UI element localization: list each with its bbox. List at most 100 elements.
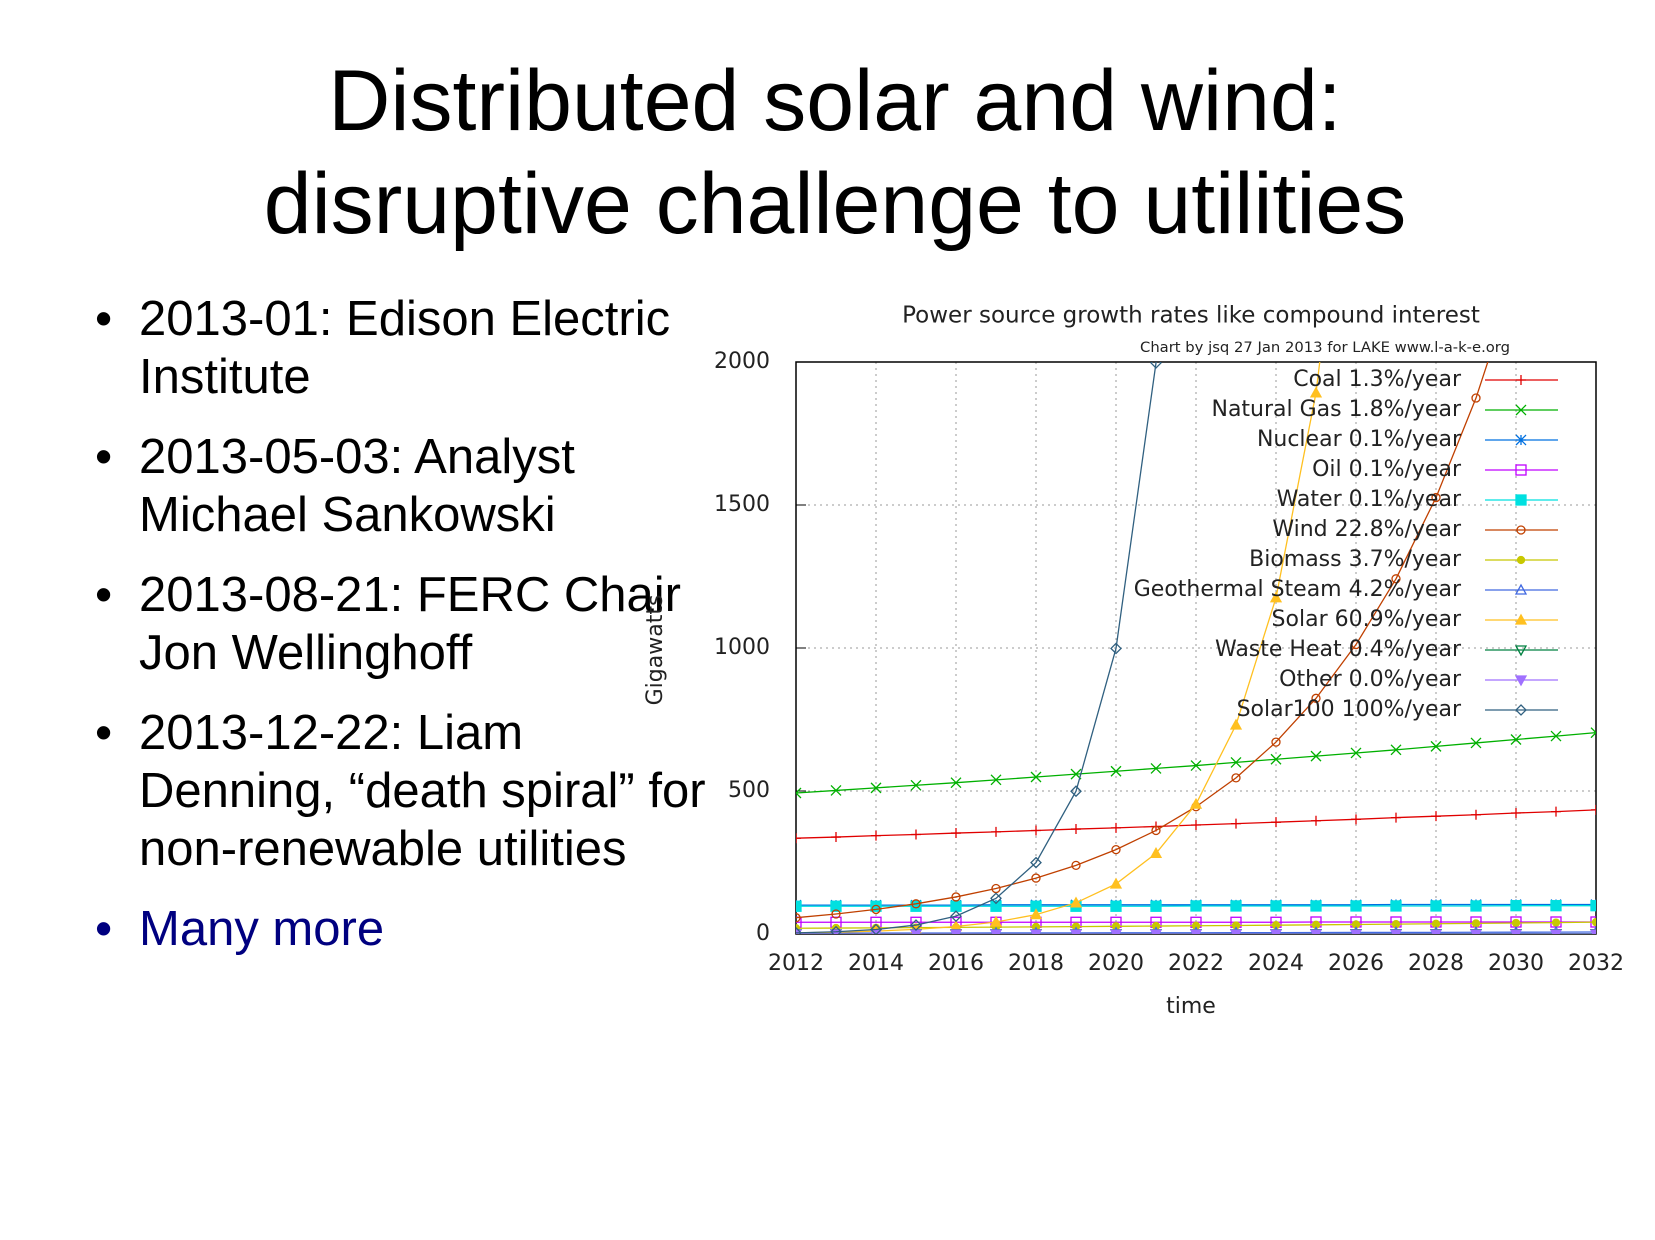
x-tick-label: 2032 [1568, 951, 1624, 976]
legend-label: Natural Gas 1.8%/year [1211, 397, 1461, 422]
marker [830, 784, 842, 796]
marker [1230, 900, 1242, 912]
marker [1189, 929, 1203, 934]
series-line [796, 362, 1157, 934]
marker [1311, 693, 1321, 703]
marker [796, 833, 801, 844]
marker [1470, 900, 1482, 912]
marker [1551, 806, 1561, 817]
chart-subtitle: Chart by jsq 27 Jan 2013 for LAKE www.l-… [1140, 340, 1510, 356]
marker [1190, 760, 1202, 772]
marker [1150, 900, 1162, 912]
marker [1311, 815, 1321, 826]
marker [1151, 825, 1161, 836]
marker [1350, 900, 1362, 912]
marker [1470, 737, 1482, 749]
legend-label: Other 0.0%/year [1279, 667, 1462, 692]
marker [1110, 765, 1122, 777]
y-tick-label: 1500 [714, 492, 770, 517]
marker [870, 923, 882, 934]
bullet: 2013-05-03: Analyst Michael Sankowski [95, 428, 719, 544]
marker [1471, 809, 1481, 820]
bullet: 2013-08-21: FERC Chair Jon Wellinghoff [95, 566, 719, 682]
legend-label: Solar 60.9%/year [1272, 607, 1462, 632]
marker [1515, 434, 1527, 446]
title-line: disruptive challenge to utilities [263, 156, 1407, 252]
marker [950, 900, 962, 912]
marker [1430, 900, 1442, 912]
marker [871, 830, 881, 841]
marker [1149, 847, 1163, 858]
marker [1590, 727, 1596, 739]
legend-label: Geothermal Steam 4.2%/year [1134, 577, 1462, 602]
marker [1110, 900, 1122, 912]
marker [796, 900, 802, 912]
marker [1270, 900, 1282, 912]
marker [951, 828, 961, 839]
marker [796, 926, 802, 934]
marker [1390, 744, 1402, 756]
marker [950, 910, 962, 923]
marker [1031, 873, 1041, 883]
bullet-list: 2013-01: Edison Electric Institute 2013-… [95, 290, 706, 980]
marker [1471, 393, 1481, 403]
marker [1229, 718, 1243, 730]
marker [1511, 808, 1521, 819]
y-tick-label: 0 [756, 921, 770, 946]
marker [1071, 860, 1081, 871]
link[interactable]: Many more [95, 900, 719, 958]
marker [989, 915, 1003, 927]
y-tick-label: 2000 [714, 349, 770, 374]
marker [1271, 817, 1281, 828]
chart-title: Power source growth rates like compound … [902, 303, 1480, 329]
marker [1230, 756, 1242, 768]
marker [1510, 900, 1522, 912]
marker [871, 904, 881, 915]
marker [1516, 375, 1526, 385]
x-tick-label: 2018 [1008, 951, 1064, 976]
x-tick-label: 2014 [848, 951, 904, 976]
marker [1150, 762, 1162, 774]
marker [910, 919, 922, 931]
marker [1515, 404, 1527, 416]
bullet: 2013-12-22: Liam Denning, “death spiral”… [95, 704, 719, 878]
marker [1350, 747, 1362, 759]
marker [1029, 908, 1043, 920]
x-tick-label: 2026 [1328, 951, 1384, 976]
legend-label: Wind 22.8%/year [1272, 517, 1462, 542]
marker [1150, 362, 1162, 369]
marker [1231, 773, 1241, 783]
x-tick-label: 2012 [768, 951, 824, 976]
marker [1512, 272, 1520, 280]
marker [1069, 929, 1083, 934]
marker [1031, 825, 1041, 836]
marker [1270, 753, 1282, 765]
marker [910, 779, 922, 791]
x-tick-label: 2016 [928, 951, 984, 976]
marker [796, 913, 801, 923]
x-tick-label: 2022 [1168, 951, 1224, 976]
marker [1190, 900, 1202, 912]
marker [911, 829, 921, 840]
marker [1269, 929, 1283, 934]
marker [1310, 750, 1322, 762]
title-line: Distributed solar and wind: [328, 53, 1342, 149]
marker [1030, 856, 1042, 869]
marker [1515, 704, 1527, 716]
marker [1509, 929, 1523, 934]
marker [1514, 645, 1528, 657]
marker [1351, 814, 1361, 825]
marker [1309, 929, 1323, 934]
marker [989, 929, 1003, 934]
marker [1431, 492, 1441, 503]
slide-title: Distributed solar and wind: disruptive c… [0, 50, 1655, 256]
x-tick-label: 2030 [1488, 951, 1544, 976]
marker [1549, 929, 1563, 934]
marker [1552, 122, 1560, 130]
marker [991, 826, 1001, 837]
marker [1109, 877, 1123, 889]
marker [1516, 555, 1526, 565]
marker [1389, 929, 1403, 934]
marker [830, 900, 842, 912]
marker [1071, 824, 1081, 835]
